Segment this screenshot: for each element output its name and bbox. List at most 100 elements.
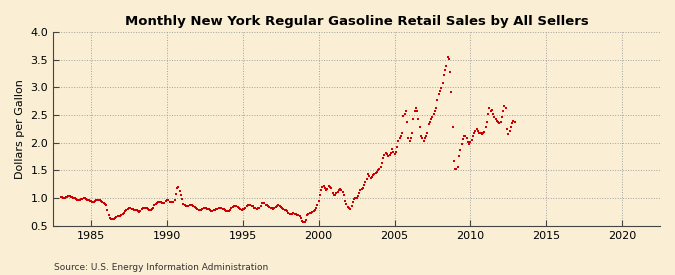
Point (230, 204, 240, 209)
Point (414, 125, 425, 130)
Point (303, 211, 314, 216)
Point (138, 206, 148, 210)
Point (356, 186, 367, 191)
Point (331, 191, 342, 196)
Point (103, 213, 114, 217)
Point (174, 189, 185, 193)
Point (445, 70, 456, 74)
Point (198, 206, 209, 210)
Point (392, 144, 402, 149)
Point (161, 199, 171, 203)
Point (355, 188, 366, 192)
Point (219, 207, 230, 211)
Point (109, 216, 120, 220)
Point (267, 206, 277, 210)
Point (100, 202, 111, 206)
Point (213, 206, 224, 210)
Point (148, 205, 159, 210)
Point (196, 208, 207, 212)
Point (183, 204, 194, 208)
Point (55, 194, 66, 199)
Point (155, 200, 166, 204)
Point (290, 211, 300, 216)
Point (261, 203, 272, 208)
Point (483, 112, 493, 116)
Point (149, 203, 160, 208)
Point (212, 207, 223, 211)
Point (335, 186, 346, 191)
Point (154, 200, 165, 204)
Point (294, 214, 305, 219)
Point (474, 131, 485, 135)
Point (310, 206, 321, 210)
Point (150, 202, 161, 206)
Point (431, 106, 441, 111)
Point (488, 112, 499, 116)
Point (283, 210, 294, 215)
Point (130, 208, 141, 212)
Point (134, 210, 144, 214)
Point (252, 206, 263, 210)
Point (320, 185, 331, 190)
Point (77, 197, 88, 201)
Point (475, 131, 486, 136)
Point (140, 205, 151, 210)
Point (73, 198, 84, 202)
Point (313, 199, 324, 203)
Point (95, 198, 105, 203)
Point (255, 204, 266, 208)
Point (384, 153, 395, 157)
Point (81, 197, 92, 201)
Point (275, 205, 286, 209)
Point (194, 208, 205, 213)
Point (58, 196, 69, 200)
Point (307, 210, 318, 214)
Point (222, 209, 233, 213)
Point (102, 208, 113, 212)
Point (485, 108, 496, 113)
Point (159, 200, 170, 205)
Point (170, 192, 181, 197)
Point (439, 67, 450, 72)
Point (171, 186, 182, 190)
Point (466, 138, 477, 142)
Point (480, 125, 491, 130)
Point (57, 195, 68, 199)
Point (248, 204, 259, 209)
Point (389, 152, 400, 156)
Point (126, 207, 137, 211)
Point (484, 106, 495, 111)
Point (354, 191, 364, 196)
Point (107, 217, 118, 221)
Point (249, 205, 260, 210)
Point (205, 208, 215, 212)
Point (489, 114, 500, 119)
Point (190, 206, 201, 210)
Point (193, 208, 204, 212)
Point (462, 139, 473, 144)
Point (177, 197, 188, 202)
Point (477, 131, 488, 136)
Point (240, 206, 251, 210)
Point (109, 216, 119, 221)
Point (365, 176, 376, 180)
Point (383, 153, 394, 158)
Point (344, 206, 354, 210)
Title: Monthly New York Regular Gasoline Retail Sales by All Sellers: Monthly New York Regular Gasoline Retail… (125, 15, 589, 28)
Point (332, 189, 343, 194)
Point (379, 153, 389, 157)
Point (442, 55, 453, 59)
Point (371, 169, 382, 174)
Point (122, 207, 133, 211)
Point (495, 120, 506, 124)
Point (342, 205, 353, 209)
Point (468, 131, 479, 135)
Point (90, 199, 101, 203)
Point (145, 208, 156, 213)
Point (470, 128, 481, 133)
Point (187, 203, 198, 208)
Point (182, 204, 192, 209)
Point (402, 120, 412, 124)
Point (105, 215, 115, 220)
Point (80, 196, 90, 200)
